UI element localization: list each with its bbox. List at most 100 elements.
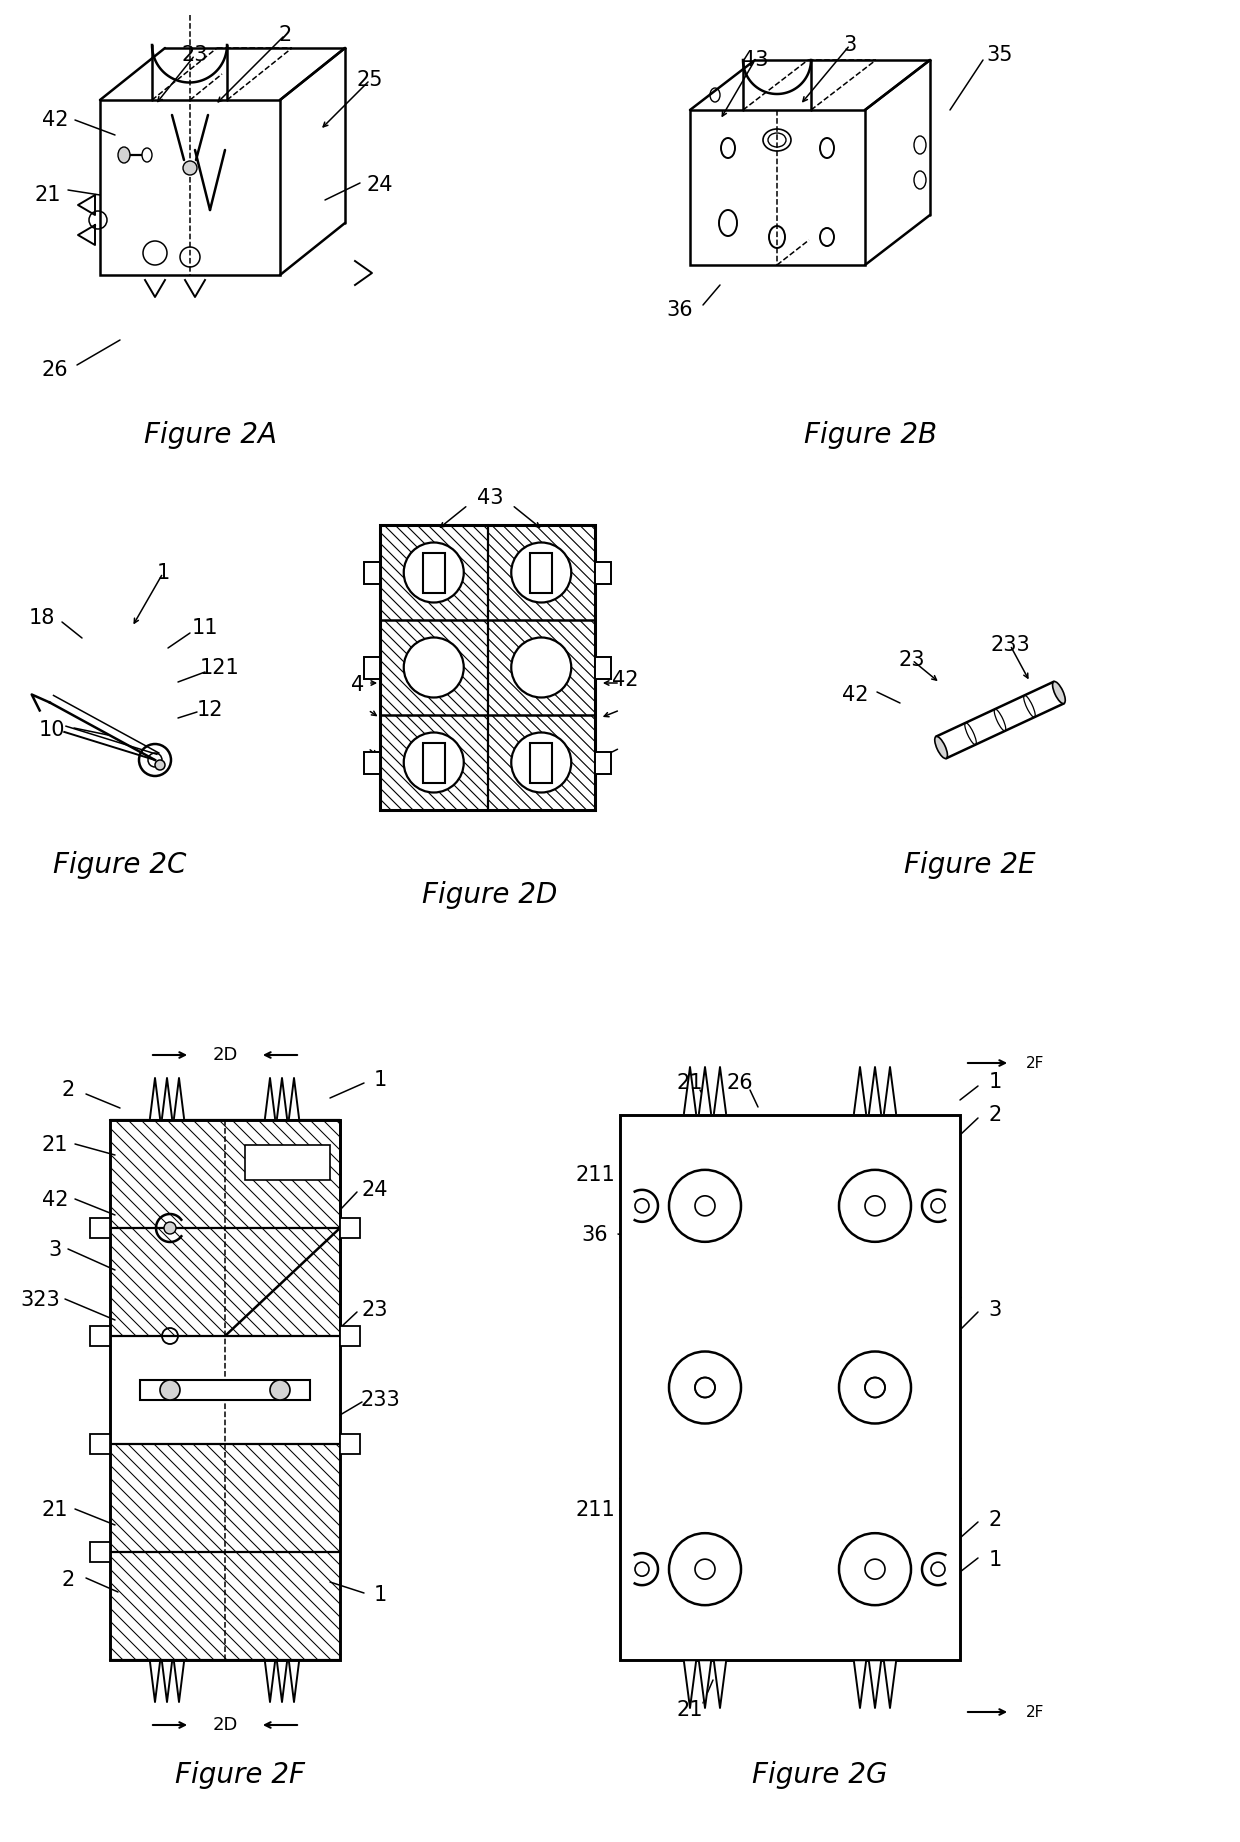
Polygon shape [277, 1078, 286, 1118]
Polygon shape [854, 1067, 866, 1113]
Bar [140, 1380, 310, 1400]
Text: 23: 23 [362, 1300, 388, 1321]
Polygon shape [699, 1661, 711, 1708]
Text: 21: 21 [677, 1074, 703, 1092]
Text: 3: 3 [843, 35, 857, 55]
Text: 1: 1 [156, 564, 170, 584]
Bar [689, 111, 866, 265]
Bar [595, 752, 611, 774]
Bar [340, 1218, 360, 1238]
Polygon shape [884, 1661, 897, 1708]
Text: 21: 21 [42, 1499, 68, 1520]
Bar [595, 656, 611, 678]
Text: 2: 2 [988, 1105, 1002, 1125]
Text: Figure 2C: Figure 2C [53, 851, 187, 879]
Text: 121: 121 [200, 658, 239, 678]
Text: 23: 23 [899, 650, 925, 670]
Circle shape [404, 733, 464, 792]
Bar [365, 656, 379, 678]
Text: 2: 2 [61, 1569, 74, 1590]
Text: 233: 233 [990, 635, 1030, 656]
Text: 2F: 2F [1025, 1055, 1044, 1070]
Text: 1: 1 [988, 1072, 1002, 1092]
Bar [365, 752, 379, 774]
Text: 42: 42 [842, 685, 868, 705]
Ellipse shape [143, 147, 153, 162]
Polygon shape [145, 280, 165, 297]
Text: 42: 42 [611, 670, 639, 691]
Bar [379, 525, 595, 810]
Circle shape [511, 733, 572, 792]
Text: Figure 2G: Figure 2G [753, 1761, 888, 1789]
Circle shape [670, 1170, 742, 1242]
Circle shape [670, 1352, 742, 1424]
Bar [110, 1120, 340, 1660]
Circle shape [155, 761, 165, 770]
Ellipse shape [118, 147, 130, 162]
Text: 36: 36 [582, 1225, 609, 1245]
Text: 26: 26 [727, 1074, 754, 1092]
Text: 3: 3 [48, 1240, 62, 1260]
Bar [246, 1146, 330, 1181]
Text: 211: 211 [575, 1164, 615, 1184]
Bar [91, 1326, 110, 1347]
Polygon shape [277, 1661, 286, 1702]
Text: 12: 12 [197, 700, 223, 720]
Text: Figure 2A: Figure 2A [144, 422, 277, 449]
Bar [110, 1120, 340, 1660]
Polygon shape [265, 1661, 275, 1702]
Text: Figure 2B: Figure 2B [804, 422, 936, 449]
Polygon shape [714, 1067, 725, 1113]
Text: 21: 21 [35, 184, 61, 204]
Bar [423, 553, 445, 593]
Text: 2F: 2F [1025, 1704, 1044, 1719]
Text: 2D: 2D [212, 1046, 238, 1065]
Text: 2: 2 [278, 26, 291, 44]
Text: 1: 1 [373, 1070, 387, 1090]
Text: 4: 4 [351, 674, 365, 694]
Bar [91, 1435, 110, 1453]
Text: 21: 21 [42, 1135, 68, 1155]
Polygon shape [150, 1661, 160, 1702]
Polygon shape [289, 1661, 299, 1702]
Bar [340, 1435, 360, 1453]
Circle shape [404, 543, 464, 602]
Text: 10: 10 [38, 720, 66, 740]
Polygon shape [355, 262, 372, 286]
Circle shape [184, 160, 197, 175]
Circle shape [839, 1352, 911, 1424]
Polygon shape [162, 1661, 172, 1702]
Text: 323: 323 [20, 1289, 60, 1310]
Text: 26: 26 [42, 359, 68, 379]
Text: 11: 11 [192, 619, 218, 637]
Polygon shape [78, 195, 95, 216]
Polygon shape [185, 280, 205, 297]
Polygon shape [174, 1661, 184, 1702]
Polygon shape [699, 1067, 711, 1113]
Text: Figure 2D: Figure 2D [423, 880, 558, 908]
Bar [340, 1326, 360, 1347]
Circle shape [511, 637, 572, 698]
Text: 18: 18 [29, 608, 56, 628]
Text: 2D: 2D [212, 1717, 238, 1733]
Circle shape [670, 1533, 742, 1604]
Polygon shape [854, 1661, 866, 1708]
Circle shape [839, 1533, 911, 1604]
Text: 2: 2 [988, 1510, 1002, 1531]
Text: 36: 36 [667, 300, 693, 321]
Circle shape [160, 1380, 180, 1400]
Ellipse shape [1053, 682, 1065, 704]
Circle shape [164, 1221, 176, 1234]
Bar [423, 742, 445, 783]
Bar [91, 1542, 110, 1562]
Ellipse shape [935, 737, 947, 759]
Text: 43: 43 [742, 50, 769, 70]
Text: 24: 24 [362, 1181, 388, 1199]
Text: 21: 21 [677, 1700, 703, 1720]
Bar [531, 742, 552, 783]
Text: 42: 42 [42, 1190, 68, 1210]
Text: 3: 3 [988, 1300, 1002, 1321]
Polygon shape [162, 1078, 172, 1118]
Text: 23: 23 [182, 44, 208, 64]
Bar [531, 553, 552, 593]
